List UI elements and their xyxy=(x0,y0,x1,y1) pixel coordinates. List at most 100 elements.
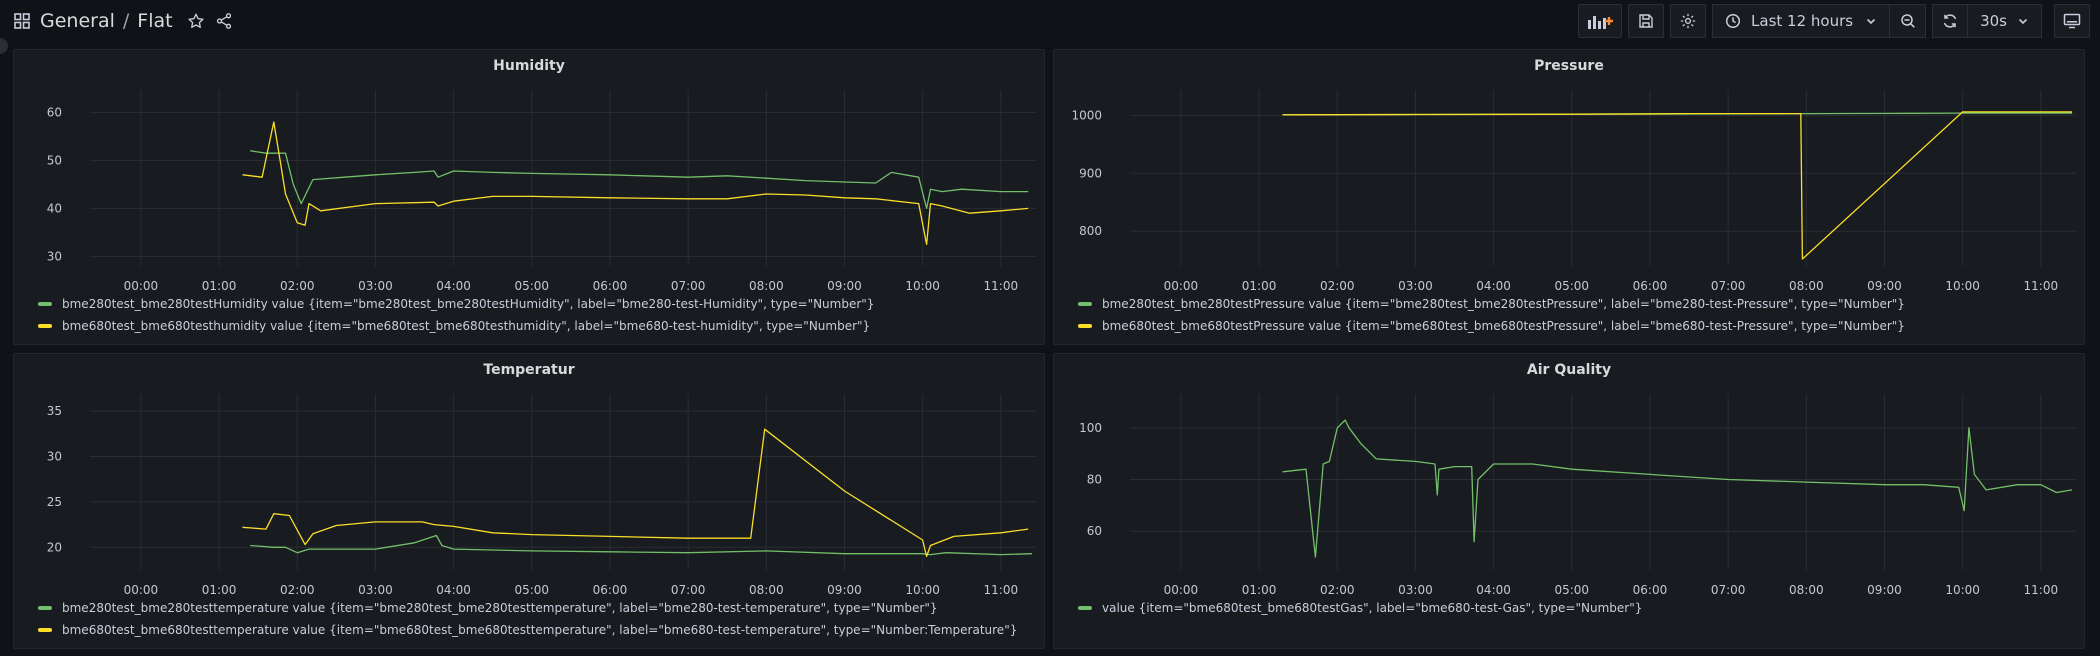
x-tick-label: 11:00 xyxy=(984,583,1019,597)
y-tick-label: 40 xyxy=(47,201,62,215)
x-tick-label: 01:00 xyxy=(1242,279,1277,293)
share-icon[interactable] xyxy=(215,12,233,30)
y-tick-label: 800 xyxy=(1079,224,1102,238)
x-tick-label: 08:00 xyxy=(749,279,784,293)
legend-swatch xyxy=(1078,606,1092,610)
x-tick-label: 07:00 xyxy=(671,583,706,597)
series-line-yellow[interactable] xyxy=(242,121,1029,246)
x-tick-label: 03:00 xyxy=(358,279,393,293)
x-tick-label: 06:00 xyxy=(593,279,628,293)
temperatur-legend: bme280test_bme280testtemperature value {… xyxy=(38,597,1017,641)
x-tick-label: 05:00 xyxy=(1554,583,1589,597)
x-tick-label: 00:00 xyxy=(124,279,159,293)
air-quality-chart[interactable]: 60 80 100 00:00 01:00 02:00 03:00 04:00 05:00 06:… xyxy=(1054,354,2086,602)
star-icon[interactable] xyxy=(187,12,205,30)
panel-humidity: Humidity 30 40 50 60 00:00 01:00 02:00 03:00 04:… xyxy=(13,49,1045,345)
x-tick-label: 10:00 xyxy=(1945,279,1980,293)
tv-mode-button[interactable] xyxy=(2054,4,2090,38)
x-tick-label: 00:00 xyxy=(1164,583,1199,597)
sidebar-toggle[interactable] xyxy=(0,38,8,54)
x-tick-label: 03:00 xyxy=(1398,583,1433,597)
series-line-yellow[interactable] xyxy=(1282,111,2073,260)
panel-pressure: Pressure 800 900 1000 00:00 01:00 02:00 03:00 0… xyxy=(1053,49,2085,345)
panel-title[interactable]: Temperatur xyxy=(483,362,575,378)
humidity-chart[interactable]: 30 40 50 60 00:00 01:00 02:00 03:00 04:00 05:00 06… xyxy=(14,50,1046,298)
breadcrumb-folder[interactable]: General xyxy=(40,10,115,32)
humidity-legend: bme280test_bme280testHumidity value {ite… xyxy=(38,293,874,337)
x-tick-label: 05:00 xyxy=(1554,279,1589,293)
x-tick-label: 00:00 xyxy=(124,583,159,597)
refresh-interval-picker[interactable]: 30s xyxy=(1968,4,2042,38)
y-tick-label: 30 xyxy=(47,449,62,463)
y-tick-label: 1000 xyxy=(1071,108,1102,122)
legend-item[interactable]: value {item="bme680test_bme680testGas", … xyxy=(1078,597,1642,619)
zoom-out-icon xyxy=(1900,14,1915,28)
save-icon xyxy=(1639,14,1653,28)
x-tick-label: 08:00 xyxy=(1789,279,1824,293)
series-line-green[interactable] xyxy=(250,150,1029,210)
x-tick-label: 06:00 xyxy=(1633,583,1668,597)
temperatur-chart[interactable]: 20 25 30 35 00:00 01:00 02:00 03:00 04:00 05:00 06… xyxy=(14,354,1046,602)
legend-item[interactable]: bme680test_bme680testhumidity value {ite… xyxy=(38,315,874,337)
zoom-out-button[interactable] xyxy=(1890,4,1927,38)
y-tick-label: 80 xyxy=(1087,473,1102,487)
legend-item[interactable]: bme680test_bme680testtemperature value {… xyxy=(38,619,1017,641)
legend-swatch xyxy=(38,324,52,328)
dashboard-settings-button[interactable] xyxy=(1670,4,1707,38)
add-panel-button[interactable] xyxy=(1578,4,1623,38)
panel-air-quality: Air Quality 60 80 100 00:00 01:00 02:00 03:00 0… xyxy=(1053,353,2085,649)
y-tick-label: 20 xyxy=(47,540,62,554)
time-range-label: Last 12 hours xyxy=(1751,12,1854,30)
apps-grid-icon[interactable] xyxy=(14,13,30,29)
time-picker-button[interactable]: Last 12 hours xyxy=(1712,4,1891,38)
x-tick-label: 01:00 xyxy=(1242,583,1277,597)
x-tick-label: 04:00 xyxy=(1476,279,1511,293)
panel-title[interactable]: Humidity xyxy=(493,58,565,74)
legend-item[interactable]: bme280test_bme280testtemperature value {… xyxy=(38,597,1017,619)
legend-label: bme680test_bme680testtemperature value {… xyxy=(62,623,1018,637)
legend-item[interactable]: bme680test_bme680testPressure value {ite… xyxy=(1078,315,1905,337)
x-tick-label: 06:00 xyxy=(593,583,628,597)
save-dashboard-button[interactable] xyxy=(1628,4,1665,38)
legend-label: bme280test_bme280testHumidity value {ite… xyxy=(62,297,875,311)
gear-icon xyxy=(1680,13,1696,29)
legend-item[interactable]: bme280test_bme280testHumidity value {ite… xyxy=(38,293,874,315)
x-tick-label: 04:00 xyxy=(1476,583,1511,597)
monitor-icon xyxy=(2063,13,2081,29)
legend-item[interactable]: bme280test_bme280testPressure value {ite… xyxy=(1078,293,1905,315)
refresh-interval-label: 30s xyxy=(1980,12,2007,30)
x-tick-label: 05:00 xyxy=(514,279,549,293)
legend-swatch xyxy=(38,628,52,632)
clock-icon xyxy=(1725,13,1741,29)
y-tick-label: 50 xyxy=(47,153,62,167)
series-line-green[interactable] xyxy=(250,534,1033,556)
dashboard-title[interactable]: Flat xyxy=(137,10,173,32)
dashboard-toolbar: Last 12 hours 30s xyxy=(1578,4,2090,38)
x-tick-label: 11:00 xyxy=(2024,279,2059,293)
legend-label: bme280test_bme280testPressure value {ite… xyxy=(1102,297,1905,311)
top-navbar: General / Flat Last 12 hours xyxy=(0,0,2100,44)
x-tick-label: 09:00 xyxy=(827,279,862,293)
x-tick-label: 10:00 xyxy=(905,583,940,597)
series-line-green[interactable] xyxy=(1282,419,2073,558)
x-tick-label: 06:00 xyxy=(1633,279,1668,293)
refresh-button[interactable] xyxy=(1932,4,1969,38)
y-tick-label: 100 xyxy=(1079,421,1102,435)
legend-label: bme680test_bme680testhumidity value {ite… xyxy=(62,319,871,333)
y-tick-label: 60 xyxy=(47,105,62,119)
x-tick-label: 02:00 xyxy=(1320,279,1355,293)
panel-temperatur: Temperatur 20 25 30 35 00:00 01:00 02:00 03:00 0… xyxy=(13,353,1045,649)
breadcrumb-separator: / xyxy=(122,10,130,32)
x-tick-label: 09:00 xyxy=(1867,583,1902,597)
series-line-yellow[interactable] xyxy=(242,428,1029,558)
air-quality-legend: value {item="bme680test_bme680testGas", … xyxy=(1078,597,1642,619)
y-tick-label: 900 xyxy=(1079,166,1102,180)
add-panel-icon xyxy=(1588,16,1614,29)
x-tick-label: 11:00 xyxy=(2024,583,2059,597)
panel-title[interactable]: Air Quality xyxy=(1526,362,1612,378)
x-tick-label: 09:00 xyxy=(827,583,862,597)
panel-title[interactable]: Pressure xyxy=(1534,58,1604,74)
x-tick-label: 00:00 xyxy=(1164,279,1199,293)
refresh-icon xyxy=(1943,14,1957,28)
pressure-chart[interactable]: 800 900 1000 00:00 01:00 02:00 03:00 04:00 05:00… xyxy=(1054,50,2086,298)
